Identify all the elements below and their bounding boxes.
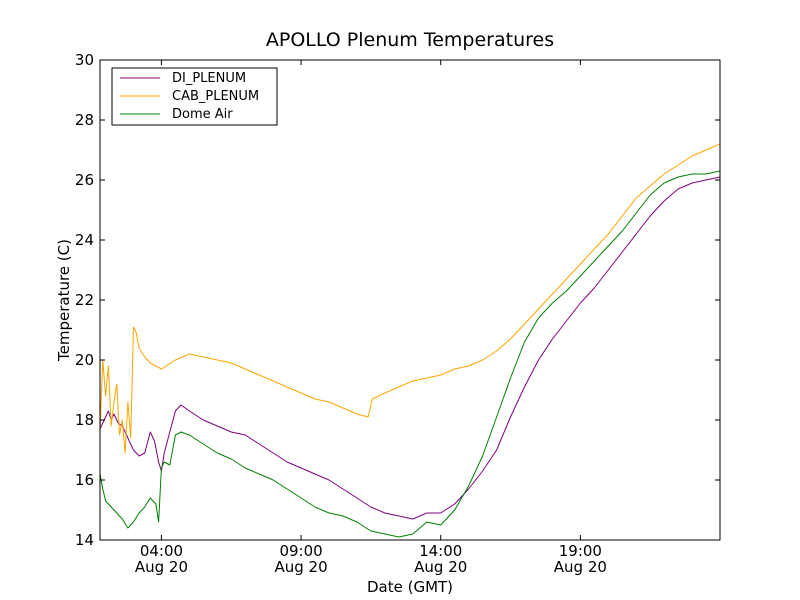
chart-title: APOLLO Plenum Temperatures <box>266 29 554 51</box>
x-tick-date-label: Aug 20 <box>135 558 188 576</box>
y-tick-label: 20 <box>75 351 94 369</box>
x-tick-time-label: 09:00 <box>279 542 322 560</box>
x-tick-date-label: Aug 20 <box>275 558 328 576</box>
series-line-cab-plenum <box>100 143 720 454</box>
y-axis-label: Temperature (C) <box>55 239 73 362</box>
y-tick-label: 30 <box>75 51 94 69</box>
y-tick-label: 26 <box>75 171 94 189</box>
series-layer <box>100 143 720 538</box>
series-line-dome-air <box>100 170 720 538</box>
x-tick-time-label: 19:00 <box>559 542 602 560</box>
y-tick-label: 16 <box>75 471 94 489</box>
y-tick-label: 22 <box>75 291 94 309</box>
x-tick-date-label: Aug 20 <box>554 558 607 576</box>
y-tick-label: 28 <box>75 111 94 129</box>
y-tick-label: 18 <box>75 411 94 429</box>
x-tick-time-label: 04:00 <box>140 542 183 560</box>
y-axis: 14 16 18 20 22 24 26 28 30 <box>75 51 720 549</box>
series-line-di-plenum <box>100 176 720 520</box>
x-axis-label: Date (GMT) <box>367 578 453 596</box>
legend: DI_PLENUM CAB_PLENUM Dome Air <box>111 67 278 126</box>
x-tick-date-label: Aug 20 <box>414 558 467 576</box>
x-tick-time-label: 14:00 <box>419 542 462 560</box>
legend-label-cab-plenum: CAB_PLENUM <box>172 89 259 104</box>
y-tick-label: 24 <box>75 231 94 249</box>
y-tick-label: 14 <box>75 531 94 549</box>
legend-label-dome-air: Dome Air <box>172 107 233 122</box>
legend-label-di-plenum: DI_PLENUM <box>172 71 246 86</box>
